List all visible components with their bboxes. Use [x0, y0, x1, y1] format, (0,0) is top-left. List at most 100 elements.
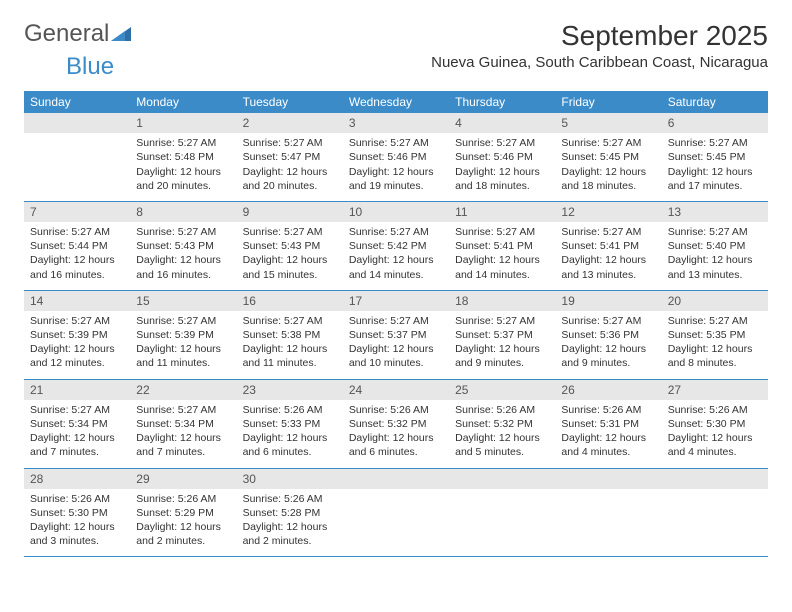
day-number: [343, 469, 449, 489]
day-content: Sunrise: 5:27 AMSunset: 5:42 PMDaylight:…: [343, 222, 449, 290]
day-number: 19: [555, 291, 661, 311]
calendar-day-cell: 11Sunrise: 5:27 AMSunset: 5:41 PMDayligh…: [449, 201, 555, 290]
day-content: Sunrise: 5:27 AMSunset: 5:46 PMDaylight:…: [343, 133, 449, 201]
day-number: 14: [24, 291, 130, 311]
calendar-day-cell: 6Sunrise: 5:27 AMSunset: 5:45 PMDaylight…: [662, 113, 768, 201]
day-content: Sunrise: 5:27 AMSunset: 5:34 PMDaylight:…: [24, 400, 130, 468]
day-number: 12: [555, 202, 661, 222]
day-number: 29: [130, 469, 236, 489]
calendar-body: 1Sunrise: 5:27 AMSunset: 5:48 PMDaylight…: [24, 113, 768, 557]
day-number: 26: [555, 380, 661, 400]
calendar-day-cell: [343, 468, 449, 557]
day-number: 25: [449, 380, 555, 400]
weekday-header: Thursday: [449, 91, 555, 113]
brand-triangle-icon: [111, 20, 131, 48]
calendar-day-cell: 4Sunrise: 5:27 AMSunset: 5:46 PMDaylight…: [449, 113, 555, 201]
weekday-header: Tuesday: [237, 91, 343, 113]
calendar-day-cell: 15Sunrise: 5:27 AMSunset: 5:39 PMDayligh…: [130, 290, 236, 379]
calendar-day-cell: 1Sunrise: 5:27 AMSunset: 5:48 PMDaylight…: [130, 113, 236, 201]
calendar-day-cell: 20Sunrise: 5:27 AMSunset: 5:35 PMDayligh…: [662, 290, 768, 379]
calendar-day-cell: 14Sunrise: 5:27 AMSunset: 5:39 PMDayligh…: [24, 290, 130, 379]
calendar-day-cell: 30Sunrise: 5:26 AMSunset: 5:28 PMDayligh…: [237, 468, 343, 557]
day-number: 5: [555, 113, 661, 133]
brand-part2: Blue: [66, 53, 114, 81]
day-content: Sunrise: 5:27 AMSunset: 5:41 PMDaylight:…: [555, 222, 661, 290]
brand-part1: General: [24, 20, 109, 48]
calendar-day-cell: 2Sunrise: 5:27 AMSunset: 5:47 PMDaylight…: [237, 113, 343, 201]
calendar-table: Sunday Monday Tuesday Wednesday Thursday…: [24, 91, 768, 557]
day-content: Sunrise: 5:26 AMSunset: 5:30 PMDaylight:…: [24, 489, 130, 557]
day-content: Sunrise: 5:27 AMSunset: 5:46 PMDaylight:…: [449, 133, 555, 201]
day-content: [449, 489, 555, 551]
calendar-day-cell: 28Sunrise: 5:26 AMSunset: 5:30 PMDayligh…: [24, 468, 130, 557]
day-content: Sunrise: 5:27 AMSunset: 5:38 PMDaylight:…: [237, 311, 343, 379]
day-number: 7: [24, 202, 130, 222]
day-content: Sunrise: 5:27 AMSunset: 5:36 PMDaylight:…: [555, 311, 661, 379]
day-number: 15: [130, 291, 236, 311]
day-content: [24, 133, 130, 195]
day-content: Sunrise: 5:26 AMSunset: 5:32 PMDaylight:…: [449, 400, 555, 468]
day-content: Sunrise: 5:27 AMSunset: 5:37 PMDaylight:…: [449, 311, 555, 379]
day-number: 4: [449, 113, 555, 133]
calendar-week-row: 21Sunrise: 5:27 AMSunset: 5:34 PMDayligh…: [24, 379, 768, 468]
calendar-day-cell: [662, 468, 768, 557]
calendar-day-cell: 5Sunrise: 5:27 AMSunset: 5:45 PMDaylight…: [555, 113, 661, 201]
day-content: Sunrise: 5:26 AMSunset: 5:33 PMDaylight:…: [237, 400, 343, 468]
calendar-day-cell: 23Sunrise: 5:26 AMSunset: 5:33 PMDayligh…: [237, 379, 343, 468]
day-content: Sunrise: 5:27 AMSunset: 5:48 PMDaylight:…: [130, 133, 236, 201]
day-number: 6: [662, 113, 768, 133]
day-number: 3: [343, 113, 449, 133]
day-number: 28: [24, 469, 130, 489]
day-content: Sunrise: 5:27 AMSunset: 5:41 PMDaylight:…: [449, 222, 555, 290]
day-content: Sunrise: 5:26 AMSunset: 5:30 PMDaylight:…: [662, 400, 768, 468]
calendar-day-cell: 17Sunrise: 5:27 AMSunset: 5:37 PMDayligh…: [343, 290, 449, 379]
calendar-day-cell: 13Sunrise: 5:27 AMSunset: 5:40 PMDayligh…: [662, 201, 768, 290]
day-number: 30: [237, 469, 343, 489]
day-content: [662, 489, 768, 551]
calendar-day-cell: 25Sunrise: 5:26 AMSunset: 5:32 PMDayligh…: [449, 379, 555, 468]
calendar-day-cell: 10Sunrise: 5:27 AMSunset: 5:42 PMDayligh…: [343, 201, 449, 290]
day-number: 11: [449, 202, 555, 222]
day-content: Sunrise: 5:27 AMSunset: 5:39 PMDaylight:…: [24, 311, 130, 379]
weekday-header: Monday: [130, 91, 236, 113]
calendar-day-cell: [24, 113, 130, 201]
day-content: Sunrise: 5:27 AMSunset: 5:43 PMDaylight:…: [237, 222, 343, 290]
day-number: 9: [237, 202, 343, 222]
day-number: 18: [449, 291, 555, 311]
day-content: [343, 489, 449, 551]
calendar-week-row: 1Sunrise: 5:27 AMSunset: 5:48 PMDaylight…: [24, 113, 768, 201]
day-number: 13: [662, 202, 768, 222]
day-content: Sunrise: 5:27 AMSunset: 5:47 PMDaylight:…: [237, 133, 343, 201]
day-number: 22: [130, 380, 236, 400]
location-text: Nueva Guinea, South Caribbean Coast, Nic…: [431, 54, 768, 71]
calendar-day-cell: 16Sunrise: 5:27 AMSunset: 5:38 PMDayligh…: [237, 290, 343, 379]
day-number: 17: [343, 291, 449, 311]
calendar-day-cell: 3Sunrise: 5:27 AMSunset: 5:46 PMDaylight…: [343, 113, 449, 201]
title-block: September 2025 Nueva Guinea, South Carib…: [431, 20, 768, 71]
day-content: Sunrise: 5:27 AMSunset: 5:43 PMDaylight:…: [130, 222, 236, 290]
day-number: 24: [343, 380, 449, 400]
calendar-day-cell: [449, 468, 555, 557]
calendar-day-cell: 12Sunrise: 5:27 AMSunset: 5:41 PMDayligh…: [555, 201, 661, 290]
day-number: [24, 113, 130, 133]
day-number: 23: [237, 380, 343, 400]
day-content: Sunrise: 5:26 AMSunset: 5:32 PMDaylight:…: [343, 400, 449, 468]
calendar-day-cell: 7Sunrise: 5:27 AMSunset: 5:44 PMDaylight…: [24, 201, 130, 290]
day-content: [555, 489, 661, 551]
day-number: 21: [24, 380, 130, 400]
weekday-header: Saturday: [662, 91, 768, 113]
calendar-week-row: 7Sunrise: 5:27 AMSunset: 5:44 PMDaylight…: [24, 201, 768, 290]
weekday-header-row: Sunday Monday Tuesday Wednesday Thursday…: [24, 91, 768, 113]
day-number: 20: [662, 291, 768, 311]
day-content: Sunrise: 5:27 AMSunset: 5:37 PMDaylight:…: [343, 311, 449, 379]
day-content: Sunrise: 5:27 AMSunset: 5:35 PMDaylight:…: [662, 311, 768, 379]
calendar-day-cell: 19Sunrise: 5:27 AMSunset: 5:36 PMDayligh…: [555, 290, 661, 379]
day-number: 2: [237, 113, 343, 133]
weekday-header: Wednesday: [343, 91, 449, 113]
weekday-header: Friday: [555, 91, 661, 113]
day-number: 27: [662, 380, 768, 400]
day-content: Sunrise: 5:26 AMSunset: 5:28 PMDaylight:…: [237, 489, 343, 557]
calendar-day-cell: 26Sunrise: 5:26 AMSunset: 5:31 PMDayligh…: [555, 379, 661, 468]
calendar-day-cell: 27Sunrise: 5:26 AMSunset: 5:30 PMDayligh…: [662, 379, 768, 468]
day-number: 16: [237, 291, 343, 311]
